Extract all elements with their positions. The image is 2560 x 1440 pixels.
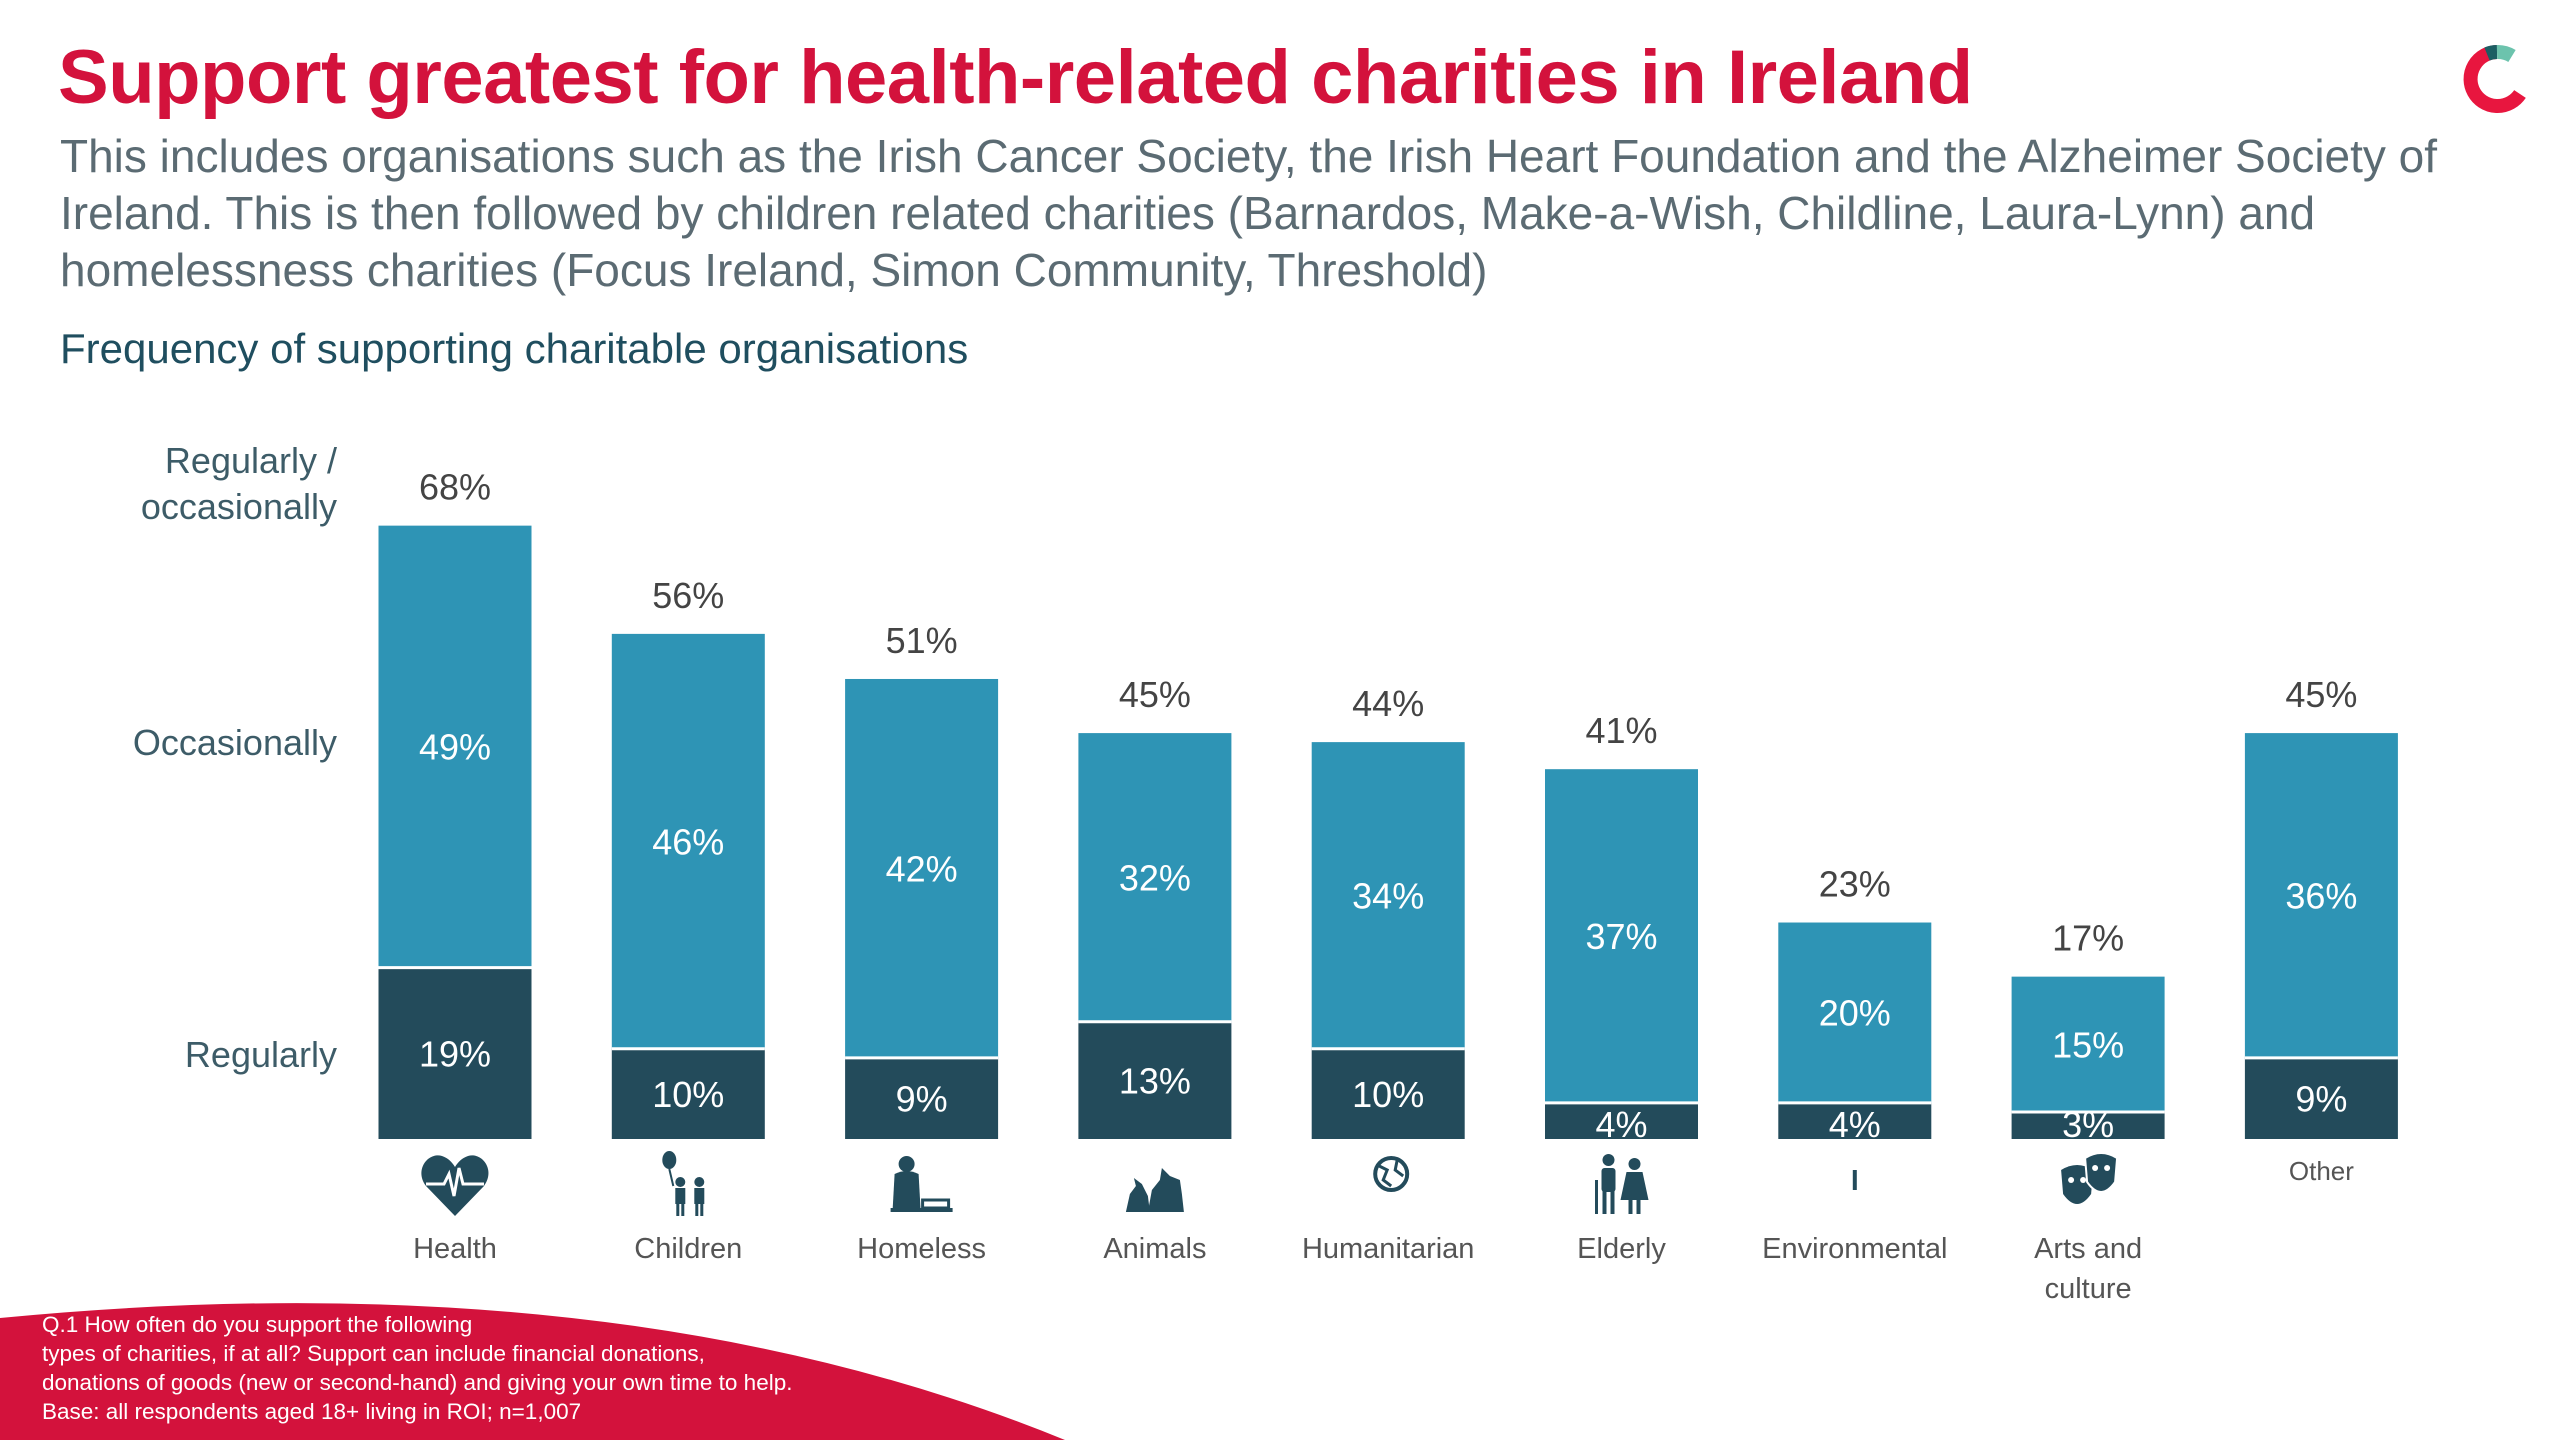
bar-regularly bbox=[1311, 1048, 1465, 1139]
data-label-regularly: 13% bbox=[1119, 1060, 1191, 1101]
category-label: Animals bbox=[1103, 1233, 1206, 1265]
heart-pulse-icon bbox=[421, 1155, 489, 1216]
bar-occasionally bbox=[2244, 733, 2398, 1058]
data-label-total: 23% bbox=[1819, 864, 1891, 905]
arts-theatre-masks-icon bbox=[2061, 1152, 2119, 1204]
bar-regularly bbox=[2011, 1111, 2165, 1139]
footnote: Q.1 How often do you support the followi… bbox=[42, 1312, 793, 1424]
data-label-occasionally: 42% bbox=[886, 848, 958, 889]
category-label: Humanitarian bbox=[1302, 1233, 1474, 1265]
data-label-regularly: 10% bbox=[1352, 1074, 1424, 1115]
bar-occasionally bbox=[611, 633, 765, 1049]
animals-icon bbox=[1125, 1168, 1184, 1212]
data-label-regularly: 9% bbox=[896, 1078, 948, 1119]
data-label-regularly: 4% bbox=[1595, 1104, 1647, 1145]
data-label-regularly: 4% bbox=[1829, 1104, 1881, 1145]
data-label-regularly: 19% bbox=[419, 1033, 491, 1074]
bar-occasionally bbox=[1545, 769, 1698, 1103]
data-label-total: 56% bbox=[652, 575, 724, 616]
axis-label-regularly: Regularly bbox=[184, 1034, 337, 1075]
data-label-regularly: 10% bbox=[652, 1074, 724, 1115]
data-label-total: 68% bbox=[419, 467, 491, 508]
data-label-occasionally: 34% bbox=[1352, 875, 1424, 916]
data-label-regularly: 3% bbox=[2062, 1104, 2114, 1145]
bar-occasionally bbox=[2011, 976, 2165, 1112]
data-label-occasionally: 15% bbox=[2052, 1024, 2124, 1065]
bar-occasionally bbox=[1311, 742, 1465, 1049]
data-label-occasionally: 32% bbox=[1119, 857, 1191, 898]
bar-regularly bbox=[1778, 1102, 1932, 1139]
page-title: Support greatest for health-related char… bbox=[58, 35, 1973, 120]
bar-regularly bbox=[845, 1057, 999, 1139]
data-label-total: 45% bbox=[2285, 674, 2357, 715]
bar-occasionally bbox=[378, 525, 532, 968]
bar-regularly bbox=[2244, 1057, 2398, 1139]
category-label: Environmental bbox=[1762, 1233, 1947, 1265]
bar-regularly bbox=[1545, 1102, 1698, 1139]
data-label-occasionally: 20% bbox=[1819, 993, 1891, 1034]
children-balloon-icon bbox=[662, 1151, 705, 1216]
data-label-occasionally: 37% bbox=[1585, 916, 1657, 957]
data-label-occasionally: 46% bbox=[652, 821, 724, 862]
bar-regularly bbox=[611, 1048, 765, 1139]
data-label-total: 45% bbox=[1119, 674, 1191, 715]
bar-occasionally bbox=[845, 678, 999, 1058]
category-label: Homeless bbox=[857, 1233, 986, 1265]
data-label-total: 41% bbox=[1585, 710, 1657, 751]
page-subtitle: This includes organisations such as the … bbox=[60, 130, 2438, 296]
bar-occasionally bbox=[1778, 922, 1932, 1103]
bar-regularly bbox=[378, 967, 532, 1139]
data-label-total: 17% bbox=[2052, 918, 2124, 959]
homeless-person-icon bbox=[890, 1156, 953, 1212]
chart-title: Frequency of supporting charitable organ… bbox=[60, 325, 969, 372]
data-label-total: 51% bbox=[886, 620, 958, 661]
brand-logo bbox=[2463, 45, 2526, 113]
category-label: Other bbox=[2289, 1156, 2354, 1186]
humanitarian-globe-hand-icon bbox=[1373, 1156, 1410, 1192]
data-label-occasionally: 49% bbox=[419, 727, 491, 768]
elderly-couple-icon bbox=[1595, 1154, 1649, 1214]
bar-occasionally bbox=[1078, 733, 1232, 1022]
data-label-total: 44% bbox=[1352, 683, 1424, 724]
data-label-occasionally: 36% bbox=[2285, 875, 2357, 916]
category-label: culture bbox=[2045, 1273, 2132, 1305]
category-label: Elderly bbox=[1577, 1233, 1666, 1265]
bar-regularly bbox=[1078, 1021, 1232, 1139]
axis-label-total: Regularly / occasionally bbox=[140, 440, 337, 527]
data-label-regularly: 9% bbox=[2295, 1078, 2347, 1119]
category-label: Arts and bbox=[2034, 1233, 2142, 1265]
category-label: Children bbox=[634, 1233, 742, 1265]
axis-label-occasionally: Occasionally bbox=[132, 722, 337, 763]
category-label: Health bbox=[413, 1233, 497, 1265]
